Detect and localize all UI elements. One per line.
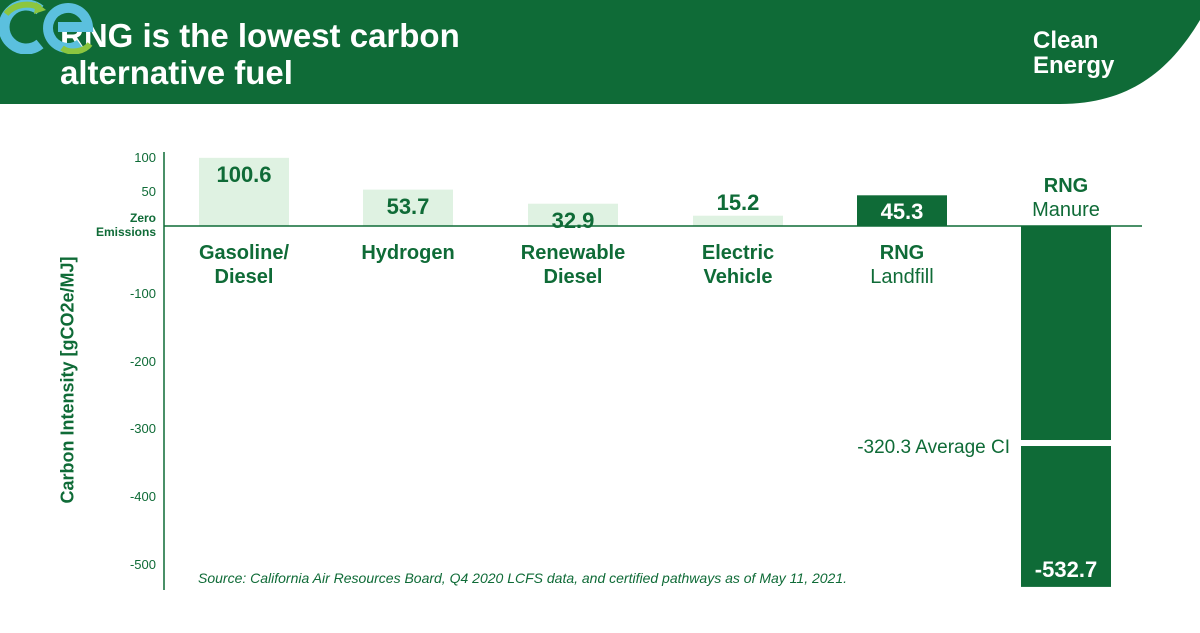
y-tick-0: 100 xyxy=(134,150,156,166)
ce-logo-icon xyxy=(0,0,94,54)
title-line-1: RNG is the lowest carbon xyxy=(60,17,460,54)
bar-4 xyxy=(857,195,947,226)
value-label-5: -532.7 xyxy=(1034,556,1098,582)
y-tick-7: -500 xyxy=(129,556,156,572)
category-label-4: RNG Landfill xyxy=(822,241,982,289)
average-ci-gap xyxy=(1020,440,1112,447)
bar-2 xyxy=(528,203,618,226)
y-tick-zero: Zero Emissions xyxy=(76,211,156,239)
category-label-3-line-1: Electric xyxy=(701,242,775,264)
category-label-0-line-1: Gasoline/ xyxy=(198,242,290,264)
category-label-4-line-2: Landfill xyxy=(870,266,934,288)
category-label-5-line-2: Manure xyxy=(1032,199,1100,221)
category-label-1: Hydrogen xyxy=(328,241,488,265)
category-label-0: Gasoline/Diesel xyxy=(164,241,324,289)
title-line-2: alternative fuel xyxy=(60,54,293,91)
bar-3 xyxy=(693,215,783,226)
y-tick-4: -200 xyxy=(129,353,156,369)
y-tick-zero-line-1: Zero xyxy=(129,211,156,225)
bar-5 xyxy=(1021,226,1111,587)
category-label-4-line-1: RNG xyxy=(879,242,925,264)
y-tick-6: -400 xyxy=(129,489,156,504)
category-label-0-line-2: Diesel xyxy=(214,266,274,288)
logo-wordmark: Clean Energy xyxy=(1033,28,1114,78)
value-label-4: 45.3 xyxy=(880,199,924,225)
value-label-3: 15.2 xyxy=(716,189,760,215)
y-tick-zero-line-2: Emissions xyxy=(95,225,156,239)
page-title: RNG is the lowest carbon alternative fue… xyxy=(60,17,460,91)
value-label-0: 100.6 xyxy=(216,161,272,187)
category-label-5-line-1: RNG xyxy=(1043,175,1089,197)
y-tick-5: -300 xyxy=(129,421,156,437)
bar-1 xyxy=(363,189,453,226)
y-tick-1: 50 xyxy=(141,184,156,200)
category-label-2-line-1: Renewable xyxy=(520,242,626,264)
category-label-1-line-1: Hydrogen xyxy=(361,242,455,264)
value-label-2: 32.9 xyxy=(551,207,595,233)
source-note: Source: California Air Resources Board, … xyxy=(198,570,848,586)
category-label-3-line-2: Vehicle xyxy=(703,266,773,288)
header-banner: RNG is the lowest carbon alternative fue… xyxy=(0,0,1200,104)
bar-0 xyxy=(199,157,289,226)
y-axis-label: Carbon Intensity [gCO2e/MJ] xyxy=(57,256,78,504)
header-background xyxy=(0,0,1200,104)
average-ci-label: -320.3 Average CI xyxy=(857,437,1010,458)
category-label-2-line-2: Diesel xyxy=(543,266,603,288)
logo-line-2: Energy xyxy=(1033,52,1115,79)
category-label-5: RNG Manure xyxy=(986,174,1146,222)
value-label-1: 53.7 xyxy=(386,193,430,219)
category-label-2: Renewable Diesel xyxy=(493,241,653,289)
y-tick-3: -100 xyxy=(129,285,156,301)
category-label-3: Electric Vehicle xyxy=(658,241,818,289)
logo-line-1: Clean xyxy=(1033,27,1099,54)
